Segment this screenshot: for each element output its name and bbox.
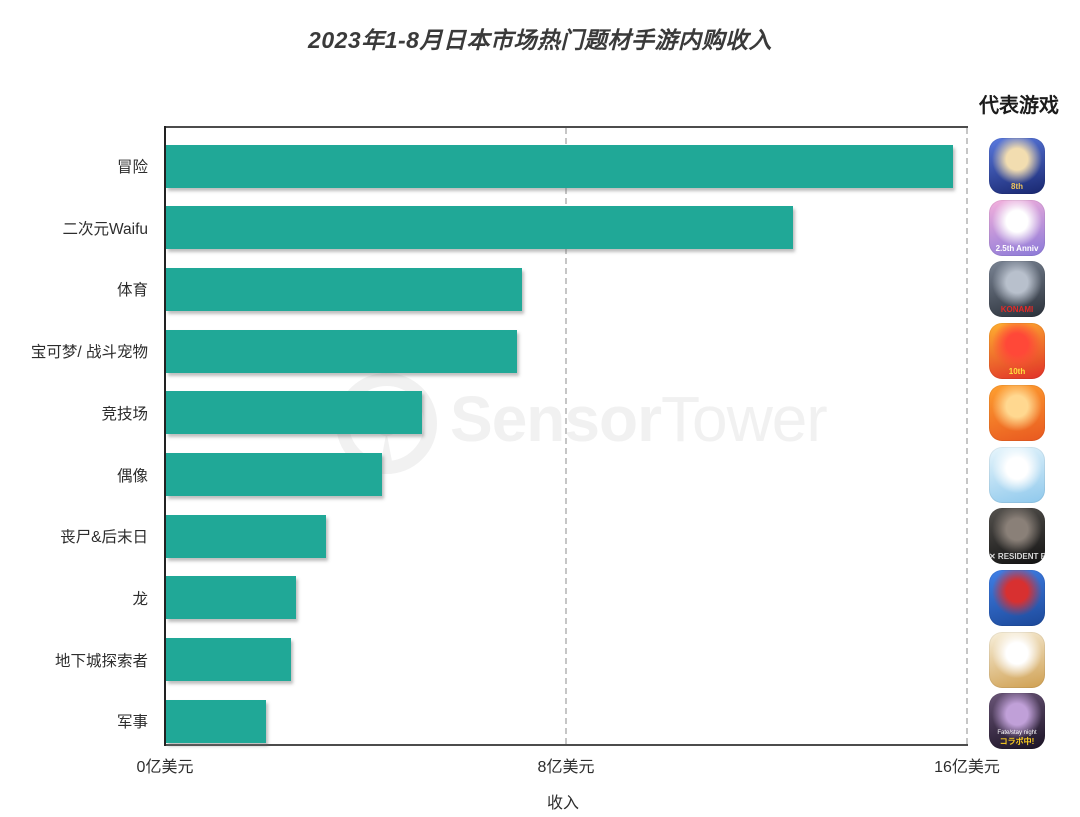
icon-sub-text: Fate/stay night xyxy=(997,730,1037,737)
x-tick-label: 16亿美元 xyxy=(934,759,1000,776)
bar xyxy=(166,391,422,435)
game-icon-idol xyxy=(989,446,1045,503)
x-axis-title: 收入 xyxy=(546,795,580,812)
bar xyxy=(166,514,327,558)
x-tick-label: 0亿美元 xyxy=(136,759,194,776)
game-icon-baseball: KONAMI xyxy=(989,261,1045,318)
bar xyxy=(166,699,267,743)
game-icons-column: 8th 2.5th Anniv KONAMI 10th ✕ RESIDENT EVIL F… xyxy=(989,127,1049,750)
category-label: 地下城探索者 xyxy=(54,652,148,670)
category-label: 宝可梦/ 战斗宠物 xyxy=(30,344,148,362)
game-icon-dragon xyxy=(989,569,1045,626)
watermark-text-bold: Sensor xyxy=(450,383,662,455)
game-icon-adventure: 8th xyxy=(989,138,1045,194)
category-labels-column: 冒险二次元Waifu 体育宝可梦/ 战斗宠物竞技场偶像丧尸&后末日龙地下城探索者军… xyxy=(0,127,157,745)
legend-header: 代表游戏 xyxy=(979,95,1059,117)
watermark-text-light: Tower xyxy=(660,383,828,455)
bar xyxy=(166,144,953,188)
x-tick-label: 8亿美元 xyxy=(537,759,595,776)
game-icon-anime-waifu: 2.5th Anniv xyxy=(989,199,1045,256)
page-title: 2023年1-8月日本市场热门题材手游内购收入 xyxy=(308,27,772,53)
category-label: 竞技场 xyxy=(101,405,148,423)
icon-badge-text: 8th xyxy=(1011,182,1023,191)
bar xyxy=(166,453,382,496)
category-label: 偶像 xyxy=(116,467,148,485)
gridline-16 xyxy=(966,128,968,744)
bar xyxy=(166,329,517,373)
icon-badge-text: KONAMI xyxy=(1000,305,1034,315)
icon-badge-text: 10th xyxy=(1008,367,1026,377)
bars-layer xyxy=(166,127,968,745)
bar xyxy=(166,638,292,682)
category-label: 冒险 xyxy=(116,159,148,176)
game-icon-battle-pets: 10th xyxy=(989,323,1045,380)
icon-badge-text: 2.5th Anniv xyxy=(995,243,1039,253)
y-axis-line xyxy=(164,126,166,746)
category-label: 龙 xyxy=(132,590,148,608)
gridline-8 xyxy=(565,128,567,744)
bar xyxy=(166,576,297,620)
icon-badge-text: コラボ中! xyxy=(999,737,1035,747)
x-axis-line xyxy=(165,744,968,746)
game-icon-zombie: ✕ RESIDENT EVIL xyxy=(989,508,1045,565)
sensortower-watermark: SensorTower xyxy=(450,382,828,456)
bar xyxy=(166,267,522,311)
category-label: 体育 xyxy=(116,282,148,300)
game-icon-military: Fate/stay night コラボ中! xyxy=(989,693,1045,750)
bar xyxy=(166,206,793,250)
category-label: 丧尸&后末日 xyxy=(60,529,148,547)
category-label: 军事 xyxy=(116,714,148,732)
game-icon-arena xyxy=(989,384,1045,441)
icon-badge-text: ✕ RESIDENT EVIL xyxy=(989,552,1045,562)
category-label: 二次元Waifu xyxy=(62,220,148,238)
plot-top-border xyxy=(165,126,968,128)
game-icon-dungeon-crawler xyxy=(989,631,1045,688)
